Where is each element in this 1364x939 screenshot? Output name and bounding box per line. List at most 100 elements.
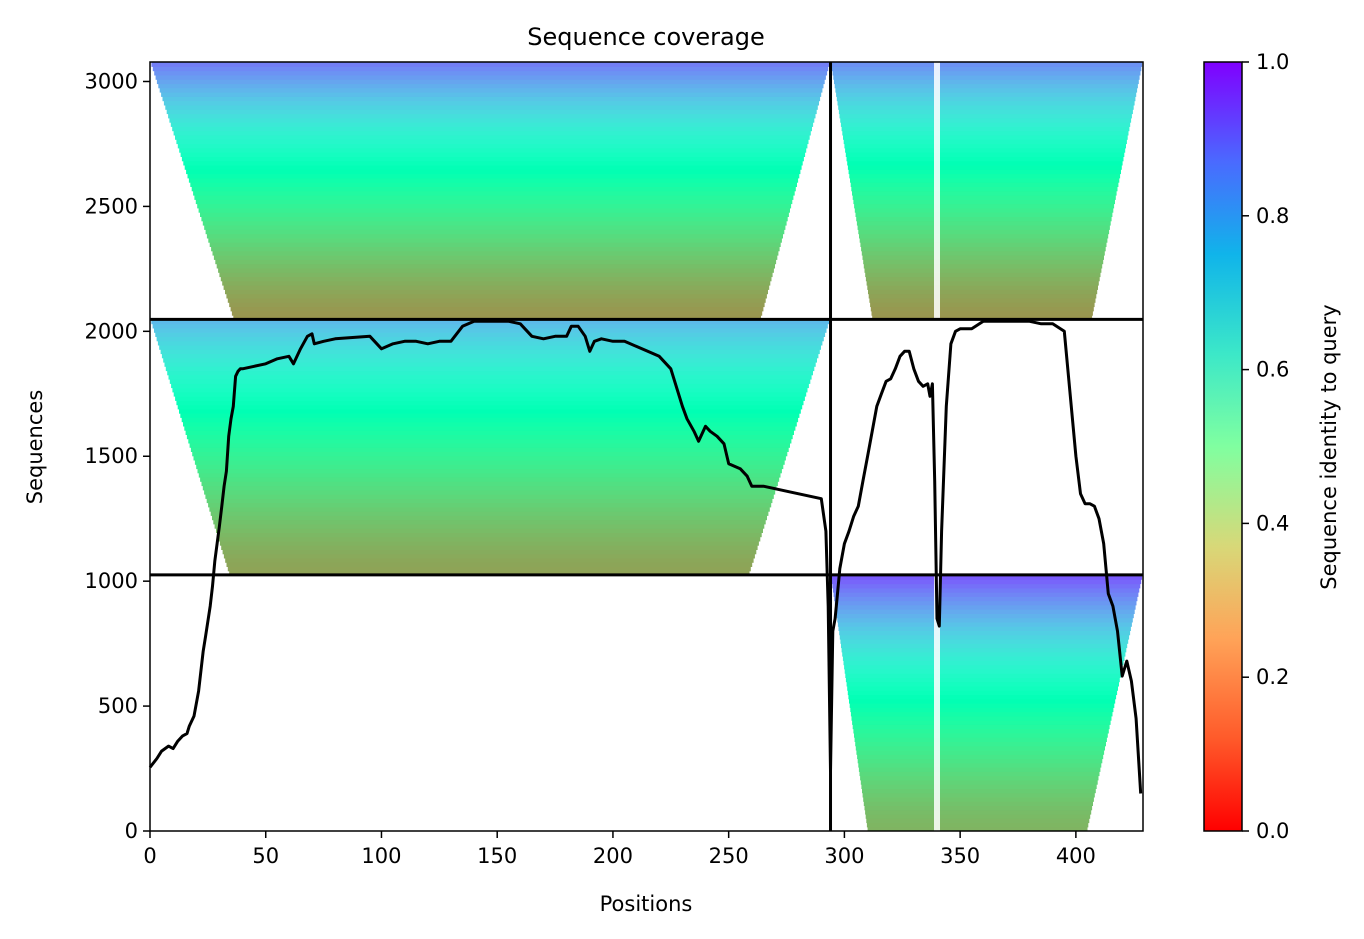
x-tick-label: 400 xyxy=(1056,844,1096,868)
msa-band xyxy=(864,267,1102,273)
colorbar-tick-label: 0.0 xyxy=(1256,819,1289,843)
msa-band xyxy=(843,139,1127,145)
msa-band xyxy=(846,681,1119,687)
msa-band xyxy=(871,310,1093,316)
msa-band xyxy=(838,626,1131,631)
msa-band xyxy=(838,104,1134,110)
msa-band xyxy=(859,771,1100,777)
msa-band xyxy=(161,353,819,359)
msa-band xyxy=(839,630,1131,636)
y-axis-label: Sequences xyxy=(23,390,47,505)
msa-band xyxy=(216,528,763,533)
msa-band xyxy=(179,147,807,153)
msa-band xyxy=(841,126,1130,132)
msa-band xyxy=(856,220,1111,226)
x-axis-ticks: 0 50 100 150 200 250 300 350 400 xyxy=(143,831,1096,868)
msa-band xyxy=(861,246,1106,252)
msa-band xyxy=(863,801,1093,806)
msa-band xyxy=(201,481,778,487)
msa-band xyxy=(845,147,1126,153)
msa-band xyxy=(212,250,779,256)
msa-band xyxy=(165,366,815,372)
msa-band xyxy=(176,139,809,145)
msa-band xyxy=(857,225,1110,230)
msa-band xyxy=(835,87,1138,93)
msa-band xyxy=(841,647,1127,653)
msa-band xyxy=(205,494,774,499)
msa-band xyxy=(847,690,1118,696)
msa-band xyxy=(838,109,1133,115)
msa-band xyxy=(847,164,1122,170)
x-tick-label: 350 xyxy=(940,844,980,868)
msa-band xyxy=(847,685,1118,691)
msa-band xyxy=(188,438,792,444)
msa-band xyxy=(206,498,773,504)
msa-band xyxy=(863,259,1104,265)
msa-band xyxy=(831,574,1142,580)
msa-band xyxy=(154,327,827,333)
msa-band xyxy=(202,220,787,226)
msa-band xyxy=(209,242,781,247)
msa-band xyxy=(198,472,781,478)
msa-band xyxy=(837,100,1135,106)
msa-band xyxy=(180,152,806,157)
msa-band xyxy=(858,229,1110,235)
msa-band xyxy=(857,754,1104,760)
msa-band xyxy=(173,391,807,397)
msa-band xyxy=(853,199,1115,205)
msa-band xyxy=(152,66,829,72)
x-tick-label: 0 xyxy=(143,844,156,868)
msa-band xyxy=(152,323,828,329)
msa-band xyxy=(219,272,773,278)
msa-band xyxy=(175,134,810,140)
msa-band xyxy=(171,383,809,389)
msa-band xyxy=(222,280,771,286)
msa-band xyxy=(155,332,826,337)
msa-band xyxy=(867,285,1098,290)
msa-band xyxy=(852,724,1110,730)
msa-band xyxy=(855,212,1113,217)
msa-band xyxy=(227,297,766,303)
gap-column xyxy=(934,574,940,831)
msa-band xyxy=(210,511,769,516)
msa-band xyxy=(197,203,792,209)
msa-band xyxy=(183,160,803,166)
msa-band xyxy=(842,130,1129,136)
msa-band xyxy=(847,160,1123,166)
msa-band xyxy=(192,451,788,457)
msa-band xyxy=(842,656,1125,661)
msa-band xyxy=(230,306,764,312)
msa-band xyxy=(831,62,1143,67)
msa-band xyxy=(200,212,789,217)
msa-band xyxy=(859,237,1108,243)
msa-band xyxy=(197,468,782,474)
msa-band xyxy=(869,297,1096,303)
msa-band xyxy=(862,788,1096,794)
msa-band xyxy=(163,357,817,363)
x-tick-label: 50 xyxy=(252,844,279,868)
msa-band xyxy=(855,745,1105,751)
msa-band xyxy=(159,87,823,93)
msa-band xyxy=(831,579,1142,585)
msa-band xyxy=(179,408,801,414)
msa-block xyxy=(831,62,1143,320)
msa-band xyxy=(191,186,796,192)
msa-band xyxy=(856,749,1105,755)
msa-band xyxy=(833,592,1139,597)
msa-band xyxy=(186,169,801,175)
msa-band xyxy=(866,280,1099,286)
msa-band xyxy=(167,370,813,376)
msa-band xyxy=(200,476,780,482)
msa-band xyxy=(164,361,816,367)
gap-column xyxy=(934,62,940,320)
msa-band xyxy=(213,519,766,525)
plot-frame xyxy=(149,61,1144,832)
msa-band xyxy=(832,70,1141,76)
msa-band xyxy=(177,404,803,410)
msa-band xyxy=(161,92,822,97)
msa-band xyxy=(850,711,1113,717)
msa-band xyxy=(209,506,770,512)
msa-band xyxy=(865,272,1101,278)
msa-band xyxy=(217,532,762,538)
colorbar-tick-label: 1.0 xyxy=(1256,50,1289,74)
